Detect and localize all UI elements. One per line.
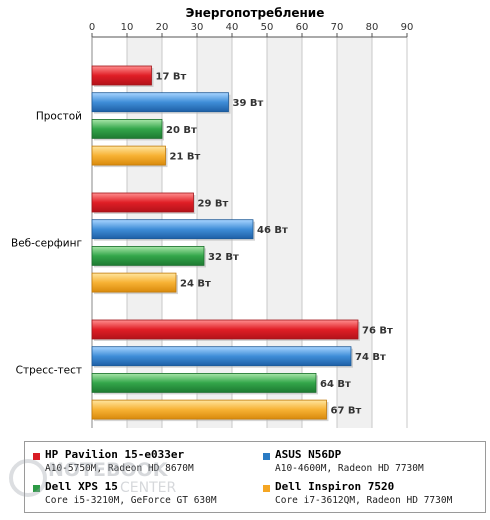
x-tick-label: 60	[296, 22, 309, 33]
x-tick-label: 80	[366, 22, 379, 33]
bar	[91, 346, 352, 367]
legend-swatch-icon	[263, 453, 270, 460]
legend-spec: A10-5750M, Radeon HD 8670M	[45, 463, 194, 474]
chart-title: Энергопотребление	[186, 6, 325, 20]
x-tick-label: 10	[121, 22, 134, 33]
bar	[91, 192, 194, 213]
bar	[91, 319, 359, 340]
bar	[91, 119, 163, 139]
category-label: Простой	[36, 111, 82, 123]
x-tick-label: 30	[191, 22, 204, 33]
data-label: 46 Вт	[257, 225, 288, 236]
x-tick-label: 50	[261, 22, 274, 33]
bar	[91, 92, 229, 113]
data-label: 24 Вт	[180, 279, 211, 290]
x-tick-label: 90	[401, 22, 414, 33]
x-tick-label: 0	[89, 22, 95, 33]
bar	[91, 245, 205, 266]
bar	[91, 372, 317, 393]
legend-swatch-icon	[33, 485, 40, 492]
data-label: 20 Вт	[166, 125, 197, 136]
legend-name: HP Pavilion 15-e033er	[45, 448, 185, 461]
category-label: Веб-серфинг	[11, 238, 82, 250]
legend-name: Dell XPS 15	[45, 480, 118, 493]
data-label: 67 Вт	[331, 406, 362, 417]
bar	[91, 399, 327, 420]
legend-name: ASUS N56DP	[275, 448, 342, 461]
legend: HP Pavilion 15-e033er A10-5750M, Radeon …	[24, 441, 486, 513]
data-label: 21 Вт	[170, 152, 201, 163]
x-tick-label: 40	[226, 22, 239, 33]
legend-spec: Core i7-3612QM, Radeon HD 7730M	[275, 495, 453, 506]
category-label: Стресс-тест	[16, 365, 82, 377]
data-label: 29 Вт	[198, 199, 229, 210]
x-tick-label: 20	[156, 22, 169, 33]
grid-band	[337, 37, 372, 428]
legend-swatch-icon	[263, 485, 270, 492]
bar	[91, 219, 254, 240]
data-label: 32 Вт	[208, 252, 239, 263]
data-label: 76 Вт	[362, 326, 393, 337]
bar	[91, 65, 152, 86]
bar-chart: Энергопотребление 0 10 20 30 40 50 60 70 80 90 Пр…	[11, 6, 414, 428]
data-label: 39 Вт	[233, 98, 264, 109]
legend-swatch-icon	[33, 453, 40, 460]
data-label: 74 Вт	[355, 352, 386, 363]
bar	[91, 145, 166, 166]
bar	[91, 272, 177, 293]
legend-name: Dell Inspiron 7520	[275, 480, 395, 493]
legend-spec: Core i5-3210M, GeForce GT 630M	[45, 495, 217, 506]
legend-spec: A10-4600M, Radeon HD 7730M	[275, 463, 424, 474]
x-tick-label: 70	[331, 22, 344, 33]
data-label: 17 Вт	[156, 72, 187, 83]
data-label: 64 Вт	[320, 379, 351, 390]
